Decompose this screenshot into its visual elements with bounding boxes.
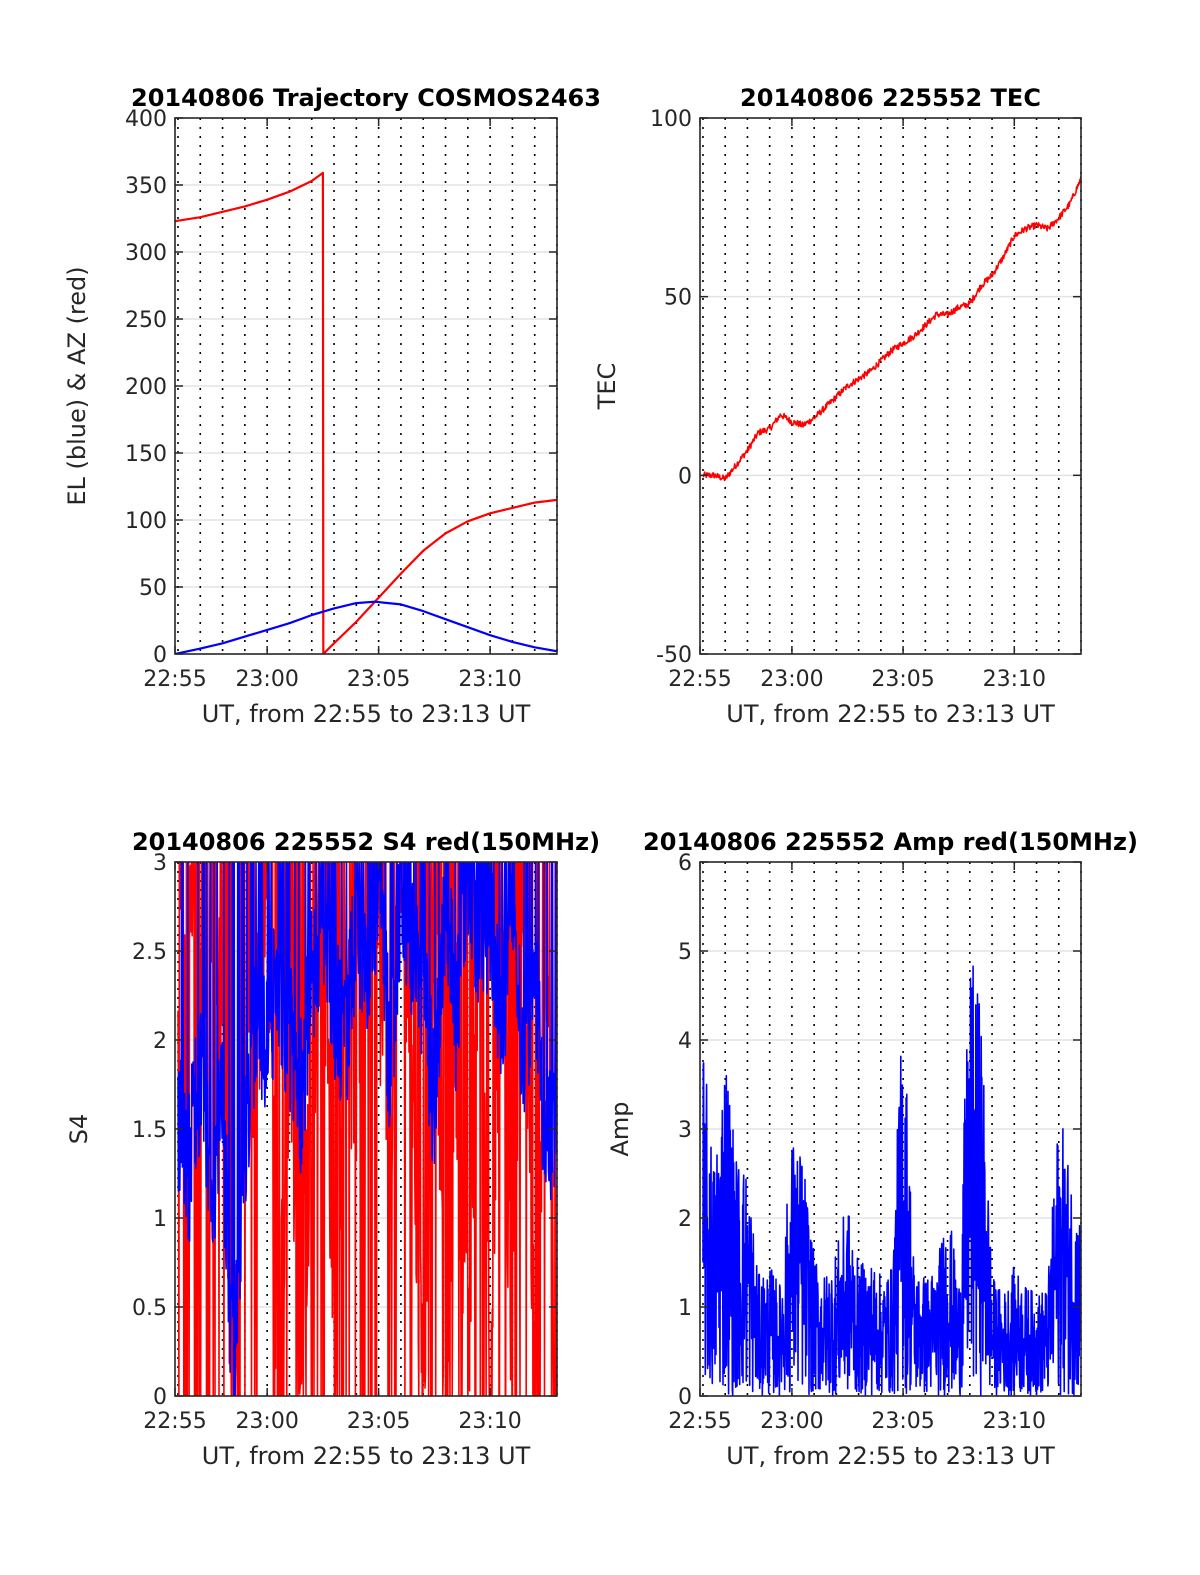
- amp-x-tick-label: 23:00: [760, 1409, 823, 1434]
- s4-x-tick-label: 22:55: [143, 1409, 206, 1434]
- amp-x-tick-label: 23:10: [983, 1409, 1046, 1434]
- trajectory-y-tick-label: 200: [125, 375, 167, 400]
- amp-y-axis-label: Amp: [606, 1101, 634, 1156]
- s4-series-1-line: [177, 862, 557, 1396]
- tec-title: 20140806 225552 TEC: [740, 84, 1041, 112]
- trajectory-x-tick-label: 23:10: [458, 667, 521, 692]
- tec-y-axis-label: TEC: [593, 363, 621, 411]
- amp-x-tick-label: 22:55: [668, 1409, 731, 1434]
- trajectory-y-tick-label: 0: [153, 643, 167, 668]
- s4-y-tick-label: 1: [153, 1207, 167, 1232]
- tec-x-tick-label: 23:05: [871, 667, 934, 692]
- trajectory-y-tick-label: 150: [125, 442, 167, 467]
- s4-x-tick-label: 23:05: [347, 1409, 410, 1434]
- s4-y-tick-label: 2.5: [132, 940, 167, 965]
- trajectory-y-tick-label: 300: [125, 241, 167, 266]
- amp-x-tick-label: 23:05: [871, 1409, 934, 1434]
- amp-y-tick-label: 6: [678, 851, 692, 876]
- trajectory-panel: 0 50 100 150 200 250 300 350 400 22:55 23:00 23:05 2…: [63, 84, 601, 728]
- amp-y-tick-label: 0: [678, 1385, 692, 1410]
- amp-y-tick-label: 3: [678, 1118, 692, 1143]
- tec-y-tick-label: 0: [678, 464, 692, 489]
- s4-y-axis-label: S4: [65, 1114, 93, 1145]
- s4-y-tick-label: 0.5: [132, 1296, 167, 1321]
- trajectory-y-axis-label: EL (blue) & AZ (red): [63, 266, 91, 505]
- trajectory-y-tick-label: 50: [139, 576, 167, 601]
- tec-axes-box: [699, 117, 1082, 655]
- s4-x-tick-label: 23:10: [458, 1409, 521, 1434]
- tec-x-tick-label: 23:10: [983, 667, 1046, 692]
- amp-title: 20140806 225552 Amp red(150MHz): [643, 828, 1138, 856]
- s4-title: 20140806 225552 S4 red(150MHz): [132, 828, 600, 856]
- trajectory-y-tick-label: 100: [125, 509, 167, 534]
- amp-y-tick-label: 1: [678, 1296, 692, 1321]
- trajectory-x-tick-label: 23:00: [235, 667, 298, 692]
- trajectory-x-axis-label: UT, from 22:55 to 23:13 UT: [202, 700, 531, 728]
- s4-panel: 0 0.5 1 1.5 2 2.5 3 22:55 23:00 23:05 23:10 2014080…: [65, 828, 600, 1470]
- s4-x-axis-label: UT, from 22:55 to 23:13 UT: [202, 1442, 531, 1470]
- s4-x-tick-label: 23:00: [235, 1409, 298, 1434]
- tec-panel: -50 0 50 100 22:55 23:00 23:05 23:10 20140806 22…: [593, 84, 1082, 728]
- amp-y-tick-label: 5: [678, 940, 692, 965]
- amp-y-tick-label: 4: [678, 1029, 692, 1054]
- s4-y-tick-label: 0: [153, 1385, 167, 1410]
- trajectory-title: 20140806 Trajectory COSMOS2463: [131, 84, 601, 112]
- trajectory-series-1-line: [175, 600, 557, 654]
- trajectory-series-0-line: [175, 171, 557, 654]
- tec-x-axis-label: UT, from 22:55 to 23:13 UT: [726, 700, 1055, 728]
- amp-series-0-line: [702, 965, 1081, 1396]
- trajectory-x-tick-label: 23:05: [347, 667, 410, 692]
- amp-panel: 0 1 2 3 4 5 6 22:55 23:00 23:05 23:10 20140806 2255…: [606, 828, 1138, 1470]
- s4-y-tick-label: 3: [153, 851, 167, 876]
- trajectory-y-tick-label: 350: [125, 174, 167, 199]
- trajectory-y-tick-label: 400: [125, 107, 167, 132]
- amp-x-axis-label: UT, from 22:55 to 23:13 UT: [726, 1442, 1055, 1470]
- trajectory-x-tick-label: 22:55: [143, 667, 206, 692]
- tec-x-tick-label: 23:00: [760, 667, 823, 692]
- tec-y-tick-label: 50: [664, 286, 692, 311]
- amp-y-tick-label: 2: [678, 1207, 692, 1232]
- tec-series-0-line: [702, 175, 1081, 482]
- tec-x-tick-label: 22:55: [668, 667, 731, 692]
- trajectory-y-tick-label: 250: [125, 308, 167, 333]
- tec-y-tick-label: 100: [650, 107, 692, 132]
- s4-y-tick-label: 1.5: [132, 1118, 167, 1143]
- tec-y-tick-label: -50: [656, 643, 692, 668]
- s4-y-tick-label: 2: [153, 1029, 167, 1054]
